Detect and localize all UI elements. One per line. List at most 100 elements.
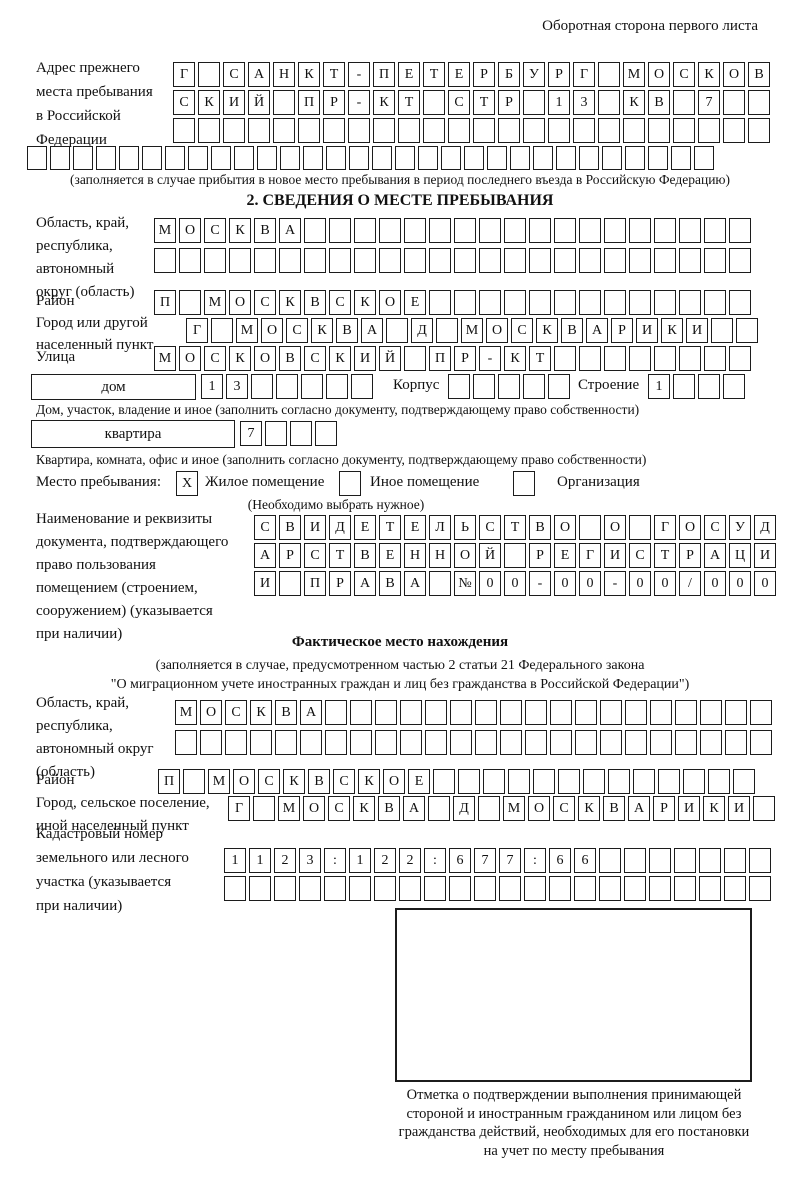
char-cell[interactable] [510, 146, 530, 170]
char-cell[interactable]: - [604, 571, 626, 596]
char-cell[interactable] [599, 848, 621, 873]
char-cell[interactable] [400, 700, 422, 725]
char-cell[interactable] [729, 290, 751, 315]
char-cell[interactable] [487, 146, 507, 170]
char-cell[interactable] [604, 290, 626, 315]
char-cell[interactable]: П [298, 90, 320, 115]
char-cell[interactable] [649, 848, 671, 873]
char-cell[interactable] [725, 700, 747, 725]
char-cell[interactable] [204, 248, 226, 273]
char-cell[interactable]: С [448, 90, 470, 115]
char-cell[interactable] [554, 290, 576, 315]
char-cell[interactable]: П [158, 769, 180, 794]
char-cell[interactable] [679, 290, 701, 315]
char-cell[interactable]: И [223, 90, 245, 115]
char-cell[interactable]: С [553, 796, 575, 821]
char-cell[interactable]: Т [379, 515, 401, 540]
char-cell[interactable]: Й [479, 543, 501, 568]
char-cell[interactable] [583, 769, 605, 794]
char-cell[interactable] [674, 848, 696, 873]
char-cell[interactable] [423, 90, 445, 115]
char-cell[interactable]: Р [679, 543, 701, 568]
char-cell[interactable] [600, 730, 622, 755]
char-cell[interactable] [315, 421, 337, 446]
char-cell[interactable]: 2 [399, 848, 421, 873]
char-cell[interactable]: А [248, 62, 270, 87]
char-cell[interactable] [671, 146, 691, 170]
char-cell[interactable] [673, 118, 695, 143]
char-cell[interactable]: К [229, 218, 251, 243]
char-cell[interactable] [698, 118, 720, 143]
char-cell[interactable] [429, 571, 451, 596]
char-cell[interactable] [179, 290, 201, 315]
char-cell[interactable]: С [704, 515, 726, 540]
char-cell[interactable] [424, 876, 446, 901]
char-cell[interactable]: И [604, 543, 626, 568]
char-cell[interactable]: Т [398, 90, 420, 115]
char-cell[interactable] [454, 290, 476, 315]
char-cell[interactable]: 3 [573, 90, 595, 115]
char-cell[interactable]: С [254, 290, 276, 315]
char-cell[interactable]: А [704, 543, 726, 568]
char-cell[interactable] [648, 118, 670, 143]
char-cell[interactable] [375, 700, 397, 725]
char-cell[interactable]: 0 [504, 571, 526, 596]
char-cell[interactable] [304, 218, 326, 243]
char-cell[interactable]: М [154, 346, 176, 371]
char-cell[interactable]: В [336, 318, 358, 343]
char-cell[interactable] [650, 700, 672, 725]
char-cell[interactable] [425, 700, 447, 725]
char-cell[interactable]: 0 [729, 571, 751, 596]
char-cell[interactable] [598, 62, 620, 87]
char-cell[interactable]: Н [273, 62, 295, 87]
char-cell[interactable]: : [524, 848, 546, 873]
char-cell[interactable] [275, 730, 297, 755]
char-cell[interactable] [436, 318, 458, 343]
char-cell[interactable] [211, 318, 233, 343]
char-cell[interactable] [395, 146, 415, 170]
char-cell[interactable]: : [324, 848, 346, 873]
char-cell[interactable] [279, 248, 301, 273]
char-cell[interactable] [602, 146, 622, 170]
char-cell[interactable] [673, 90, 695, 115]
char-cell[interactable]: 7 [474, 848, 496, 873]
char-cell[interactable]: Е [448, 62, 470, 87]
char-cell[interactable]: К [536, 318, 558, 343]
char-cell[interactable] [624, 876, 646, 901]
char-cell[interactable]: О [233, 769, 255, 794]
char-cell[interactable] [654, 290, 676, 315]
char-cell[interactable]: 0 [554, 571, 576, 596]
char-cell[interactable] [354, 248, 376, 273]
char-cell[interactable]: О [454, 543, 476, 568]
char-cell[interactable]: Н [429, 543, 451, 568]
char-cell[interactable] [708, 769, 730, 794]
char-cell[interactable]: К [703, 796, 725, 821]
char-cell[interactable] [479, 218, 501, 243]
char-cell[interactable]: К [373, 90, 395, 115]
char-cell[interactable] [379, 218, 401, 243]
char-cell[interactable]: Н [404, 543, 426, 568]
char-cell[interactable] [575, 700, 597, 725]
char-cell[interactable]: - [479, 346, 501, 371]
char-cell[interactable] [556, 146, 576, 170]
char-cell[interactable]: К [250, 700, 272, 725]
char-cell[interactable]: 2 [374, 848, 396, 873]
char-cell[interactable] [675, 700, 697, 725]
char-cell[interactable]: Р [529, 543, 551, 568]
char-cell[interactable] [303, 146, 323, 170]
char-cell[interactable] [229, 248, 251, 273]
char-cell[interactable] [725, 730, 747, 755]
char-cell[interactable]: 2 [274, 848, 296, 873]
char-cell[interactable]: 1 [201, 374, 223, 399]
char-cell[interactable] [96, 146, 116, 170]
char-cell[interactable] [441, 146, 461, 170]
char-cell[interactable]: 0 [629, 571, 651, 596]
char-cell[interactable] [598, 90, 620, 115]
stay-checkbox-other-premises[interactable] [339, 471, 361, 496]
char-cell[interactable] [326, 374, 348, 399]
char-cell[interactable] [326, 146, 346, 170]
char-cell[interactable] [279, 571, 301, 596]
char-cell[interactable] [183, 769, 205, 794]
char-cell[interactable] [729, 248, 751, 273]
char-cell[interactable]: А [354, 571, 376, 596]
